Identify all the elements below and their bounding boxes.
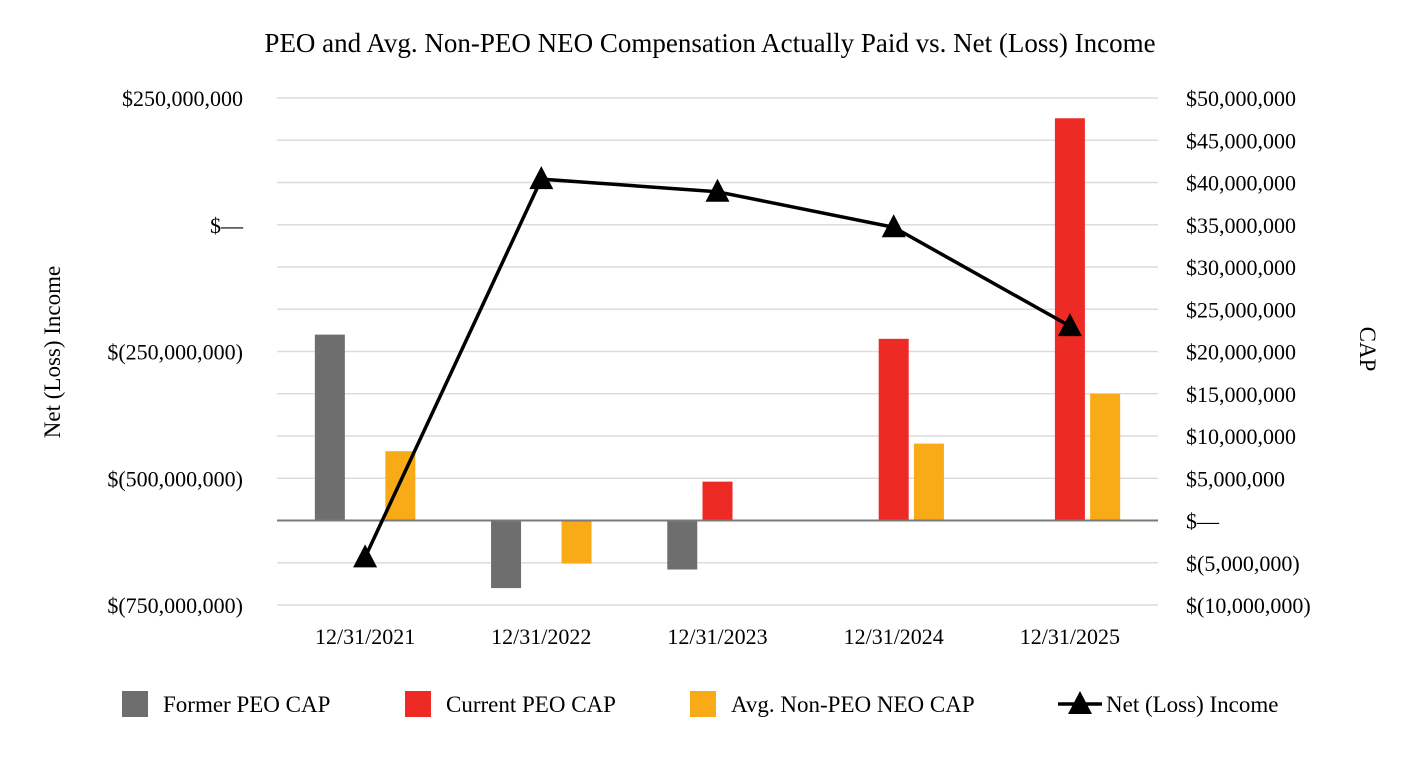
right-tick-label: $15,000,000	[1186, 382, 1296, 407]
bar-series	[314, 118, 1121, 589]
grid-lines	[277, 97, 1158, 606]
legend-swatch-former-peo-cap	[122, 691, 148, 717]
bar-avg-non-peo-neo-cap	[1090, 393, 1121, 521]
bar-avg-non-peo-neo-cap	[561, 520, 592, 564]
right-tick-label: $(10,000,000)	[1186, 593, 1311, 618]
legend-swatch-avg-non-peo-neo-cap	[690, 691, 716, 717]
net-income-point	[529, 166, 554, 190]
left-axis-ticks: $250,000,000 $— $(250,000,000) $(500,000,00…	[107, 86, 244, 618]
left-tick-label: $250,000,000	[122, 86, 243, 111]
right-axis-title: CAP	[1355, 327, 1380, 372]
right-tick-label: $10,000,000	[1186, 424, 1296, 449]
bar-former-peo-cap	[667, 520, 698, 570]
right-tick-label: $5,000,000	[1186, 466, 1285, 491]
x-tick-label: 12/31/2021	[315, 624, 415, 649]
bar-current-peo-cap	[702, 481, 733, 521]
legend-label: Avg. Non-PEO NEO CAP	[731, 692, 975, 717]
legend-triangle-marker	[1068, 691, 1092, 714]
net-income-point	[881, 214, 906, 238]
right-tick-label: $30,000,000	[1186, 255, 1296, 280]
left-tick-label: $(250,000,000)	[107, 340, 243, 365]
x-tick-label: 12/31/2025	[1020, 624, 1120, 649]
right-tick-label: $20,000,000	[1186, 340, 1296, 365]
legend-label: Current PEO CAP	[446, 692, 616, 717]
legend-label: Former PEO CAP	[163, 692, 330, 717]
bar-former-peo-cap	[491, 520, 522, 589]
net-income-point	[353, 544, 378, 568]
left-axis-title: Net (Loss) Income	[40, 266, 65, 438]
net-income-line	[353, 166, 1082, 568]
right-tick-label: $35,000,000	[1186, 213, 1296, 238]
right-axis-ticks: $50,000,000 $45,000,000 $40,000,000 $35,000…	[1186, 86, 1311, 618]
x-tick-label: 12/31/2023	[667, 624, 767, 649]
left-tick-label: $(750,000,000)	[107, 593, 243, 618]
bar-former-peo-cap	[314, 334, 345, 521]
x-tick-label: 12/31/2022	[491, 624, 591, 649]
bar-current-peo-cap	[878, 338, 909, 521]
right-tick-label: $—	[1186, 509, 1220, 534]
x-tick-label: 12/31/2024	[844, 624, 944, 649]
x-axis-ticks: 12/31/2021 12/31/2022 12/31/2023 12/31/2024…	[315, 624, 1120, 649]
legend: Former PEO CAP Current PEO CAP Avg. Non-PE…	[122, 691, 1278, 717]
right-tick-label: $(5,000,000)	[1186, 551, 1300, 576]
bar-avg-non-peo-neo-cap	[913, 443, 944, 521]
left-tick-label: $(500,000,000)	[107, 466, 243, 491]
right-tick-label: $40,000,000	[1186, 171, 1296, 196]
left-tick-label: $—	[210, 213, 244, 238]
legend-label: Net (Loss) Income	[1106, 692, 1278, 717]
net-income-point	[1057, 313, 1082, 337]
net-income-point	[705, 178, 730, 202]
right-tick-label: $50,000,000	[1186, 86, 1296, 111]
legend-swatch-current-peo-cap	[405, 691, 431, 717]
chart-title: PEO and Avg. Non-PEO NEO Compensation Ac…	[264, 28, 1155, 58]
right-tick-label: $25,000,000	[1186, 297, 1296, 322]
right-tick-label: $45,000,000	[1186, 128, 1296, 153]
